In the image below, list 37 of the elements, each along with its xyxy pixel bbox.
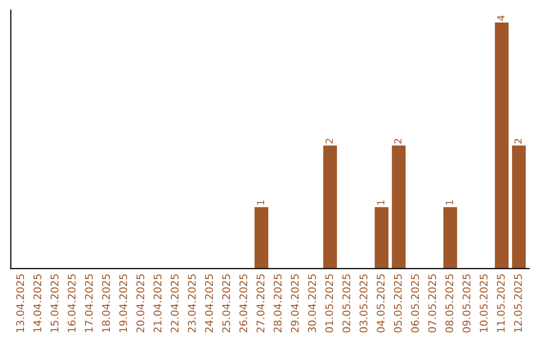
x-tick-label: 20.04.2025 xyxy=(136,274,144,332)
data-label: 2 xyxy=(326,138,333,144)
x-tick-label: 15.04.2025 xyxy=(50,274,58,332)
x-tick-label: 19.04.2025 xyxy=(119,274,128,332)
x-tick-label: 27.04.2025 xyxy=(256,274,264,332)
x-tick-label: 23.04.2025 xyxy=(188,274,196,332)
x-tick-label: 30.04.2025 xyxy=(308,274,316,332)
x-tick-label: 02.05.2025 xyxy=(342,274,350,332)
x-tick-label: 28.04.2025 xyxy=(274,274,282,332)
x-tick-label: 01.05.2025 xyxy=(325,274,334,332)
x-tick-label: 18.04.2025 xyxy=(102,274,110,332)
x-tick-label: 05.05.2025 xyxy=(394,274,402,332)
data-label: 1 xyxy=(257,200,264,205)
x-tick-label: 10.05.2025 xyxy=(480,274,488,332)
x-tick-label: 08.05.2025 xyxy=(445,274,454,332)
x-tick-label: 24.04.2025 xyxy=(205,274,213,332)
x-tick-label: 29.04.2025 xyxy=(290,274,299,332)
x-tick-label: 09.05.2025 xyxy=(462,274,470,332)
data-label: 4 xyxy=(497,15,504,21)
x-tick-label: 25.04.2025 xyxy=(222,274,230,332)
x-tick-label: 06.05.2025 xyxy=(411,274,419,332)
x-tick-label: 13.04.2025 xyxy=(16,274,24,332)
x-tick-label: 17.04.2025 xyxy=(84,274,93,332)
data-label: 2 xyxy=(514,138,522,144)
x-tick-label: 14.04.2025 xyxy=(33,274,42,332)
x-tick-label: 04.05.2025 xyxy=(376,274,385,332)
data-label: 2 xyxy=(394,138,402,144)
x-tick-label: 03.05.2025 xyxy=(360,274,368,332)
x-tick-label: 16.04.2025 xyxy=(68,274,76,332)
x-tick-label: 11.05.2025 xyxy=(496,274,505,332)
x-tick-label: 07.05.2025 xyxy=(428,274,436,332)
data-label: 1 xyxy=(446,200,453,205)
x-tick-label: 22.04.2025 xyxy=(170,274,179,332)
data-label: 1 xyxy=(377,200,384,205)
x-tick-label: 12.05.2025 xyxy=(514,274,522,332)
x-tick-label: 26.04.2025 xyxy=(239,274,248,332)
x-tick-label: 21.04.2025 xyxy=(154,274,162,332)
